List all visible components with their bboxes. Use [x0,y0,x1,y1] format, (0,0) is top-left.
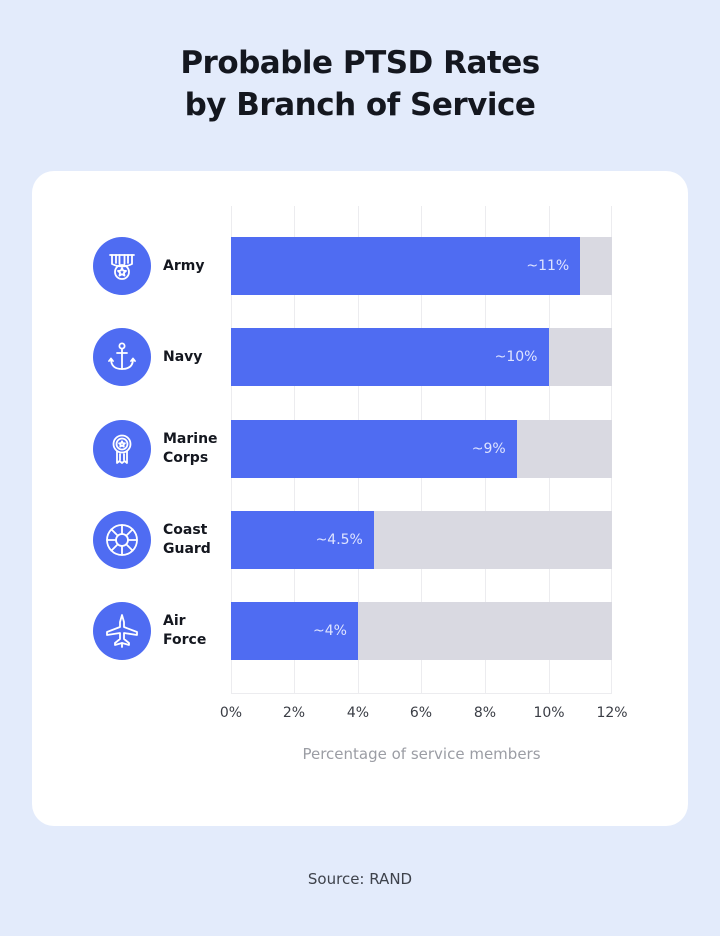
category-air-force: Air Force [93,602,223,660]
category-label: Army [163,257,205,274]
bar-row-marine-corps: ~9% [231,420,612,478]
x-tick: 12% [596,705,628,721]
bar-navy: ~10% [231,328,549,386]
x-tick: 0% [219,705,243,721]
plot-area: ~11% ~10% ~9% ~4.5% ~4% [231,206,612,694]
data-label: ~9% [471,441,506,457]
category-label: Navy [163,348,203,365]
title-line-2: by Branch of Service [184,87,536,123]
title-line-1: Probable PTSD Rates [180,45,540,81]
category-label: Coast Guard [163,522,211,557]
bar-coast-guard: ~4.5% [231,511,374,569]
army-medal-icon [93,237,151,295]
source-note: Source: RAND [307,870,413,888]
anchor-icon [93,328,151,386]
data-label: ~11% [526,258,570,274]
chart-card: ~11% ~10% ~9% ~4.5% ~4% [32,171,688,826]
category-navy: Navy [93,328,223,386]
fighter-jet-icon [93,602,151,660]
data-label: ~4% [313,623,347,639]
chart-title: Probable PTSD Rates by Branch of Service [0,42,720,126]
bar-row-coast-guard: ~4.5% [231,511,612,569]
bar-row-air-force: ~4% [231,602,612,660]
category-label: Air Force [163,613,207,648]
data-label: ~10% [494,349,538,365]
category-coast-guard: Coast Guard [93,511,223,569]
category-army: Army [93,237,223,295]
bar-row-navy: ~10% [231,328,612,386]
category-marine-corps: Marine Corps [93,420,223,478]
x-tick: 6% [409,705,433,721]
bar-row-army: ~11% [231,237,612,295]
bar-marine-corps: ~9% [231,420,517,478]
bar-army: ~11% [231,237,581,295]
life-ring-icon [93,511,151,569]
x-tick: 8% [473,705,497,721]
x-axis-label: Percentage of service members [302,745,541,763]
data-label: ~4.5% [315,532,363,548]
x-tick: 4% [346,705,370,721]
x-tick: 2% [282,705,306,721]
medal-ribbon-icon [93,420,151,478]
category-label: Marine Corps [163,431,218,466]
bar-air-force: ~4% [231,602,358,660]
x-tick: 10% [533,705,565,721]
